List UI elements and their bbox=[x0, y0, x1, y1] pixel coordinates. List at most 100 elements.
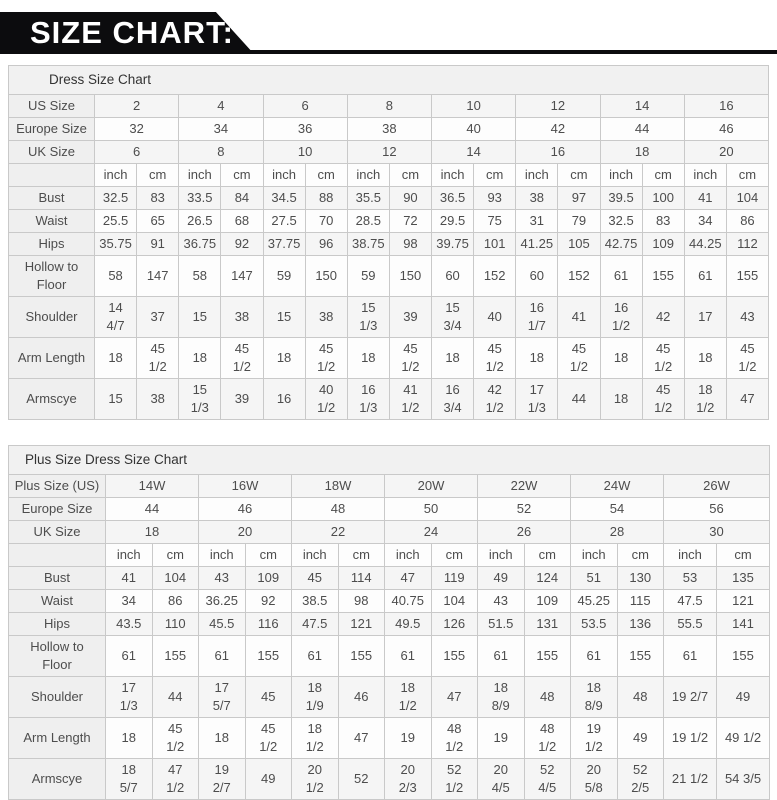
row-label: Hollow to Floor bbox=[8, 635, 106, 677]
table-cell: 17 5/7 bbox=[198, 676, 246, 718]
table-cell: 24W bbox=[570, 474, 664, 498]
table-cell: 45 1/2 bbox=[641, 337, 685, 379]
unit-header-row: inch cm inch cm inch cm inch cm inch cm inch cm inch… bbox=[8, 543, 771, 567]
table-cell: 49.5 bbox=[384, 612, 432, 636]
table-cell: 18 bbox=[198, 717, 246, 759]
row-label bbox=[8, 163, 95, 187]
table-cell: 114 bbox=[337, 566, 385, 590]
table-cell: 48 bbox=[616, 676, 664, 718]
table-cell: 40 bbox=[473, 296, 517, 338]
row-label: Bust bbox=[8, 186, 95, 210]
row-label: Arm Length bbox=[8, 337, 95, 379]
table-cell: 4 bbox=[178, 94, 264, 118]
table-row: Bust 32.5 83 33.5 84 34.5 88 35.5 90 36.5 93 38 97 39… bbox=[8, 186, 770, 210]
table-row: Armscye 15 38 15 1/3 39 16 40 1/2 16 1/3 41 1/2 1… bbox=[8, 378, 770, 420]
table-cell: 33.5 bbox=[178, 186, 222, 210]
table-cell: 27.5 bbox=[262, 209, 306, 233]
unit-header-cell: cm bbox=[244, 543, 292, 567]
table-cell: 150 bbox=[388, 255, 433, 297]
unit-header-cell: inch bbox=[105, 543, 153, 567]
table-cell: 92 bbox=[220, 232, 264, 256]
table-cell: 18 bbox=[430, 337, 475, 379]
table-cell: 44.25 bbox=[683, 232, 727, 256]
table-cell: 141 bbox=[715, 612, 771, 636]
table-cell: 43 bbox=[198, 566, 246, 590]
table-cell: 36.75 bbox=[178, 232, 222, 256]
unit-header-cell: inch bbox=[599, 163, 643, 187]
table-cell: 42 bbox=[641, 296, 685, 338]
table-cell: 49 bbox=[715, 676, 771, 718]
table-cell: 39.5 bbox=[599, 186, 643, 210]
table-row: Armscye 18 5/7 47 1/2 19 2/7 49 20 1/2 52 20 2/… bbox=[8, 758, 771, 800]
table-cell: 28.5 bbox=[346, 209, 390, 233]
unit-header-cell: inch bbox=[198, 543, 246, 567]
table-cell: 61 bbox=[105, 635, 153, 677]
table-cell: 83 bbox=[641, 209, 685, 233]
table-cell: 26.5 bbox=[178, 209, 222, 233]
table-cell: 52 4/5 bbox=[523, 758, 571, 800]
table-cell: 61 bbox=[384, 635, 432, 677]
unit-header-cell: inch bbox=[346, 163, 390, 187]
table-cell: 51 bbox=[570, 566, 618, 590]
unit-header-cell: inch bbox=[262, 163, 306, 187]
table-cell: 32 bbox=[93, 117, 180, 141]
table-cell: 155 bbox=[523, 635, 571, 677]
table-cell: 41 bbox=[105, 566, 153, 590]
unit-header-cell: inch bbox=[570, 543, 618, 567]
unit-header-cell: inch bbox=[663, 543, 717, 567]
table-cell: 116 bbox=[244, 612, 292, 636]
table-cell: 58 bbox=[93, 255, 138, 297]
table-cell: 147 bbox=[136, 255, 180, 297]
table-cell: 43.5 bbox=[105, 612, 153, 636]
table-cell: 155 bbox=[337, 635, 385, 677]
table-cell: 45 1/2 bbox=[244, 717, 292, 759]
unit-header-cell: cm bbox=[136, 163, 180, 187]
table-cell: 45 1/2 bbox=[725, 337, 770, 379]
table-cell: 18 bbox=[105, 520, 199, 544]
table-cell: 18 bbox=[599, 337, 643, 379]
table-cell: 38 bbox=[515, 186, 559, 210]
table-row: Europe Size 32 34 36 38 40 42 44 46 bbox=[8, 117, 770, 141]
table-cell: 45 bbox=[291, 566, 339, 590]
row-label: Hips bbox=[8, 232, 95, 256]
table-cell: 17 1/3 bbox=[515, 378, 559, 420]
table-cell: 38.5 bbox=[291, 589, 339, 613]
table-cell: 34 bbox=[105, 589, 153, 613]
unit-header-cell: cm bbox=[337, 543, 385, 567]
table-cell: 61 bbox=[663, 635, 717, 677]
table-cell: 30 bbox=[662, 520, 771, 544]
table-cell: 121 bbox=[715, 589, 771, 613]
row-label: Europe Size bbox=[8, 497, 106, 521]
unit-header-cell: cm bbox=[388, 163, 433, 187]
table-cell: 12 bbox=[346, 140, 433, 164]
table-cell: 18 8/9 bbox=[570, 676, 618, 718]
table-cell: 28 bbox=[570, 520, 664, 544]
table-title-row: Plus Size Dress Size Chart bbox=[7, 445, 771, 475]
size-chart-banner: SIZE CHART: bbox=[0, 0, 777, 54]
table-cell: 15 3/4 bbox=[430, 296, 475, 338]
table-cell: 45 1/2 bbox=[641, 378, 685, 420]
table-cell: 18 bbox=[346, 337, 390, 379]
table-cell: 52 2/5 bbox=[616, 758, 664, 800]
table-cell: 14 bbox=[430, 140, 517, 164]
table-row: Hips 43.5 110 45.5 116 47.5 121 49.5 126 51.5 131 5… bbox=[8, 612, 771, 636]
row-label: UK Size bbox=[8, 520, 106, 544]
table-cell: 96 bbox=[304, 232, 348, 256]
table-cell: 59 bbox=[262, 255, 306, 297]
table-cell: 46 bbox=[683, 117, 770, 141]
table-cell: 52 bbox=[477, 497, 571, 521]
table-cell: 18 bbox=[105, 717, 153, 759]
unit-header-cell: cm bbox=[304, 163, 348, 187]
table-cell: 8 bbox=[178, 140, 264, 164]
table-cell: 35.75 bbox=[93, 232, 138, 256]
table-row: Hollow to Floor 61 155 61 155 61 155 61 155 61 155… bbox=[8, 635, 771, 677]
table-cell: 35.5 bbox=[346, 186, 390, 210]
table-cell: 92 bbox=[244, 589, 292, 613]
table-cell: 43 bbox=[725, 296, 770, 338]
table-cell: 51.5 bbox=[477, 612, 525, 636]
unit-header-cell: cm bbox=[616, 543, 664, 567]
row-label: Europe Size bbox=[8, 117, 95, 141]
table-row: Europe Size 44 46 48 50 52 54 56 bbox=[8, 497, 771, 521]
table-cell: 97 bbox=[557, 186, 601, 210]
table-cell: 48 1/2 bbox=[523, 717, 571, 759]
